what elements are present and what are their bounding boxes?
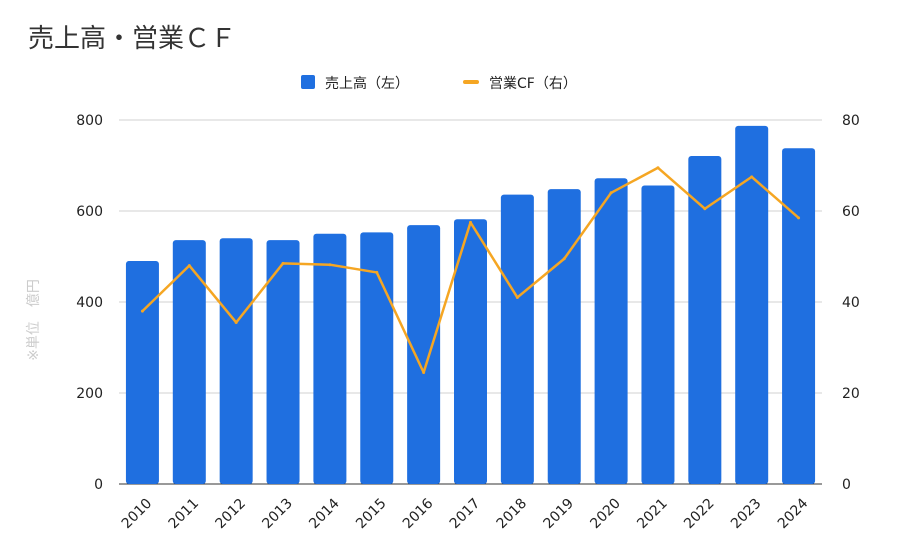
cf-point — [797, 216, 801, 220]
y-tick-right: 80 — [842, 113, 860, 129]
x-tick-label: 2010 — [119, 496, 156, 533]
bar — [125, 261, 159, 484]
bar — [688, 155, 722, 484]
y-tick-left: 200 — [76, 386, 103, 402]
legend-label-cf: 営業CF（右） — [489, 76, 577, 92]
bar — [454, 219, 487, 484]
cf-point — [515, 295, 519, 299]
cf-point — [609, 191, 613, 195]
bar — [172, 240, 206, 484]
bars — [125, 125, 816, 485]
x-tick-label: 2014 — [306, 495, 343, 532]
cf-point — [469, 220, 472, 224]
cf-point — [187, 264, 191, 268]
cf-point — [656, 166, 660, 170]
x-tick-label: 2018 — [494, 496, 531, 533]
y-tick-right: 0 — [842, 477, 851, 493]
cf-point — [422, 371, 426, 375]
line-series — [140, 166, 801, 375]
x-tick-label: 2024 — [775, 495, 812, 532]
x-tick-label: 2015 — [353, 496, 390, 533]
cf-point — [140, 309, 144, 313]
cf-point — [328, 263, 332, 267]
y-tick-right: 40 — [842, 295, 860, 311]
cf-point — [703, 207, 707, 211]
x-tick-label: 2017 — [447, 496, 484, 533]
y-tick-left: 0 — [94, 477, 103, 493]
bar — [360, 232, 394, 484]
y-tick-right: 20 — [842, 386, 860, 402]
cf-point — [750, 175, 754, 179]
bar — [547, 189, 581, 484]
chart-title: 売上高・営業ＣＦ — [28, 24, 237, 54]
bar — [641, 185, 675, 484]
legend: 売上高（左） 営業CF（右） — [301, 75, 577, 92]
bar — [407, 225, 441, 485]
bar — [782, 148, 816, 484]
y-axis-label: ※単位 億円 — [26, 279, 42, 361]
bar — [266, 240, 300, 484]
y-tick-left: 800 — [76, 113, 103, 129]
cf-point — [234, 320, 238, 324]
legend-swatch-bar — [301, 75, 315, 89]
y-tick-left: 400 — [76, 295, 103, 311]
x-tick-label: 2011 — [166, 496, 203, 533]
cf-point — [281, 261, 285, 265]
legend-label-sales: 売上高（左） — [325, 75, 409, 92]
y-tick-left: 600 — [76, 204, 103, 220]
bar — [500, 194, 534, 484]
bar — [219, 238, 253, 484]
x-tick-label: 2012 — [212, 496, 249, 533]
legend-swatch-line — [463, 80, 479, 84]
x-tick-label: 2023 — [728, 496, 765, 533]
y-tick-right: 60 — [842, 204, 860, 220]
x-tick-label: 2019 — [541, 496, 578, 533]
bar — [594, 178, 628, 485]
x-tick-label: 2013 — [259, 496, 296, 533]
bar — [735, 125, 769, 484]
cf-point — [562, 257, 566, 261]
bar — [313, 233, 347, 484]
x-tick-label: 2022 — [681, 496, 718, 533]
x-tick-label: 2016 — [400, 495, 437, 532]
x-tick-label: 2020 — [587, 496, 624, 533]
x-tick-label: 2021 — [634, 496, 671, 533]
cf-point — [375, 270, 379, 274]
